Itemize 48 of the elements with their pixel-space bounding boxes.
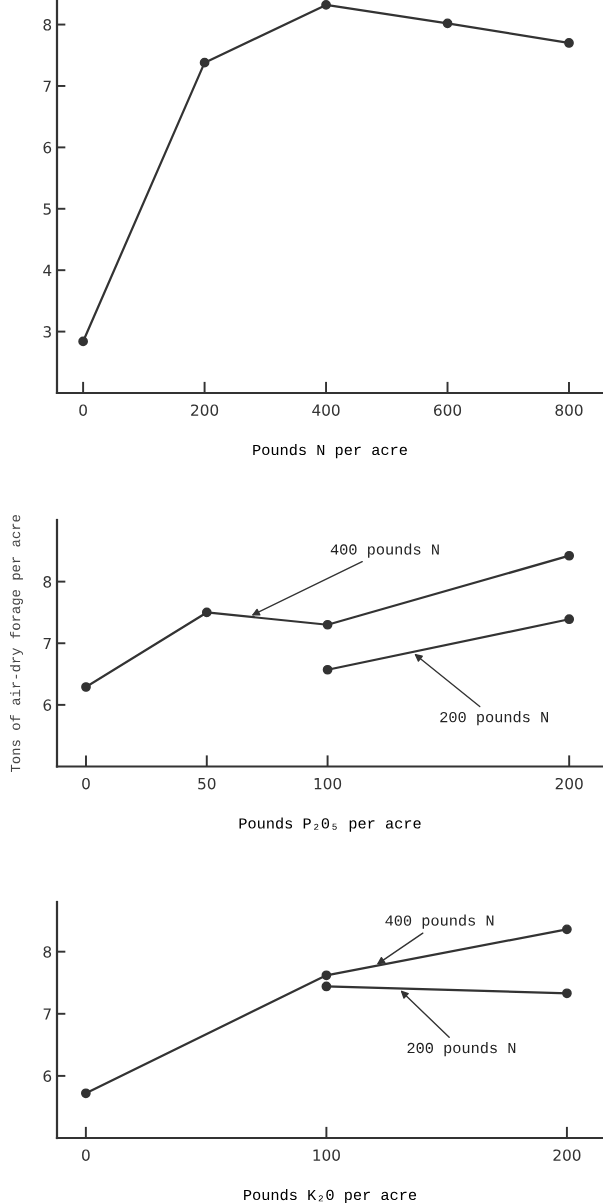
- point: [321, 981, 332, 992]
- text: 200 pounds N: [440, 711, 548, 726]
- point: [564, 38, 574, 48]
- y-tick-label: 7: [43, 637, 51, 650]
- y-tick-label: 3: [43, 326, 51, 338]
- x-tick-label: 200: [555, 777, 583, 790]
- point: [78, 336, 88, 347]
- x-axis-title: Pounds P₂0₅ per acre: [239, 817, 421, 832]
- y-tick-label: 6: [43, 1070, 52, 1082]
- x-tick-label: 800: [555, 404, 583, 416]
- text: 400 pounds N: [330, 543, 439, 558]
- y-tick-label: 6: [43, 699, 52, 711]
- y-tick-label: 8: [43, 576, 52, 588]
- x-axis-title: Pounds N per acre: [253, 443, 407, 459]
- x-tick-label: 400: [312, 404, 340, 416]
- x-tick-label: 600: [434, 404, 462, 416]
- y-tick-label: 4: [43, 264, 52, 276]
- x-tick-label: 0: [79, 404, 87, 416]
- text: 200 pounds N: [407, 1041, 516, 1057]
- x-tick-label: 0: [82, 777, 90, 790]
- point: [442, 18, 453, 29]
- point: [564, 550, 575, 561]
- y-tick-label: 8: [43, 19, 52, 31]
- y-tick-label: 7: [43, 80, 51, 92]
- series-label: 400 pounds N: [385, 914, 494, 929]
- point: [199, 57, 210, 68]
- y-tick-label: 8: [43, 946, 52, 958]
- x-tick-label: 100: [314, 777, 342, 790]
- point: [81, 1088, 91, 1099]
- y-tick-label: 7: [43, 1008, 51, 1020]
- point: [81, 682, 91, 692]
- point: [564, 614, 575, 625]
- x-axis-title: Pounds K₂0 per acre: [244, 1188, 417, 1203]
- y-axis-title: Tons of air-dry forage per acre: [10, 514, 23, 772]
- point: [321, 0, 331, 10]
- point: [562, 924, 572, 935]
- point: [201, 607, 212, 618]
- y-tick-label: 5: [43, 203, 51, 215]
- x-tick-label: 50: [198, 777, 216, 790]
- y-tick-label: 6: [43, 141, 52, 154]
- point: [321, 970, 332, 981]
- point: [322, 664, 333, 675]
- point: [562, 988, 572, 999]
- x-tick-label: 200: [553, 1149, 581, 1161]
- x-tick-label: 200: [191, 404, 219, 416]
- x-tick-label: 0: [82, 1149, 90, 1161]
- x-tick-label: 100: [313, 1149, 340, 1161]
- point: [322, 619, 333, 630]
